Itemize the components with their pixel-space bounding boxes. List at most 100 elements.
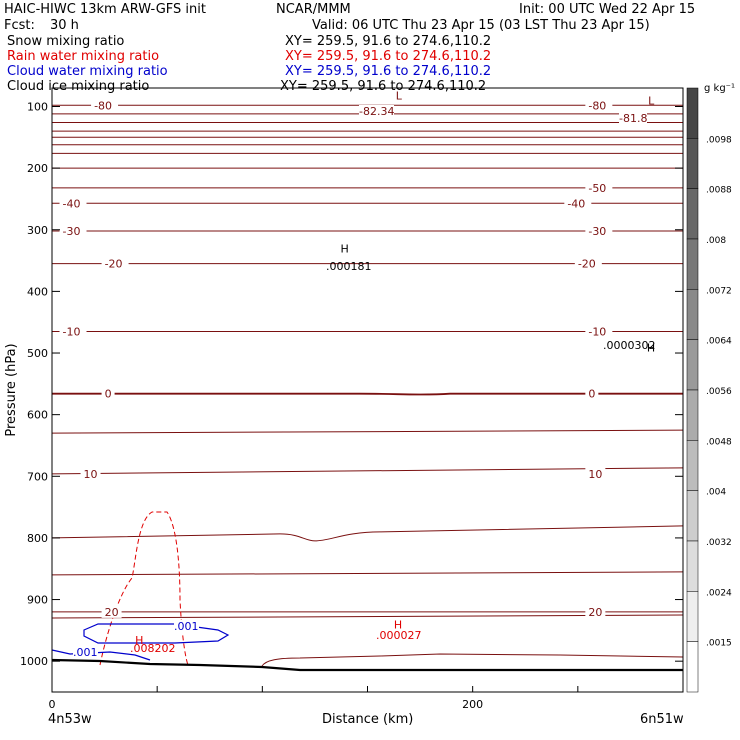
- colorbar-label: .0056: [706, 387, 732, 397]
- warm-contour-lower: [261, 653, 684, 667]
- isotherm-label-bg: [585, 223, 613, 237]
- isotherm-label: -10: [588, 325, 606, 338]
- rain-high-marker: H: [135, 634, 143, 647]
- x-endpoint-right: 6n51w: [640, 712, 684, 727]
- y-tick-label: 500: [27, 347, 48, 360]
- isotherm-label-bg: [585, 604, 606, 618]
- isotherm-label-bg: [585, 180, 613, 194]
- fcst-value: 30 h: [50, 18, 79, 33]
- colorbar-label: .0048: [706, 437, 732, 447]
- low-marker: L: [396, 89, 403, 102]
- isotherm-label-bg: [585, 386, 599, 400]
- colorbar-segment: [686, 339, 699, 391]
- y-tick-label: 600: [27, 409, 48, 422]
- isotherm-line: [51, 429, 684, 434]
- isotherm-label-bg: [585, 466, 606, 480]
- colorbar-label: .0032: [706, 538, 732, 548]
- colorbar-label: .0015: [706, 639, 732, 649]
- y-tick-label: 300: [27, 224, 48, 237]
- cloudwater-contour-lower: [51, 649, 151, 661]
- isotherm-label: -40: [63, 197, 81, 210]
- init-time: Init: 00 UTC Wed 22 Apr 15: [519, 2, 696, 17]
- isotherm-label: 10: [84, 468, 98, 481]
- isotherm-line: [51, 614, 684, 619]
- rain-high-label-2: .000027: [376, 629, 422, 642]
- isotherm-label-bg: [101, 386, 115, 400]
- colorbar-segment: [686, 641, 699, 693]
- colorbar-label: .0088: [706, 186, 732, 196]
- isotherm-label-bg: [101, 604, 122, 618]
- field-name-cloudwater: Cloud water mixing ratio: [7, 64, 168, 79]
- isotherm-label-bg: [564, 196, 592, 210]
- isotherm-label: -10: [63, 325, 81, 338]
- isotherm-label-bg: [574, 256, 602, 270]
- x-endpoint-left: 4n53w: [48, 712, 92, 727]
- x-axis-title: Distance (km): [322, 712, 414, 727]
- colorbar-label: .004: [706, 488, 726, 498]
- y-tick-label: 800: [27, 532, 48, 545]
- isotherm-label-bg: [59, 223, 87, 237]
- valid-time: Valid: 06 UTC Thu 23 Apr 15 (03 LST Thu …: [312, 18, 650, 33]
- isotherm-label-bg: [101, 256, 129, 270]
- colorbar-label: .0098: [706, 135, 732, 145]
- x-tick-label: 0: [49, 698, 56, 711]
- y-tick-label: 200: [27, 162, 48, 175]
- cloudwater-contour-upper: [83, 623, 230, 644]
- isotherm-label: 20: [105, 606, 119, 619]
- isotherm-label: 20: [588, 606, 602, 619]
- y-tick-label: 1000: [20, 655, 48, 668]
- colorbar-segment: [686, 389, 699, 441]
- isotherm-line: [51, 525, 684, 542]
- field-xy-cloudwater: XY= 259.5, 91.6 to 274.6,110.2: [285, 64, 492, 79]
- y-tick-label: 700: [27, 470, 48, 483]
- rain-high-marker: H: [394, 619, 402, 632]
- colorbar-segment: [686, 238, 699, 290]
- cloudwater-label-1: .001: [174, 620, 199, 633]
- isotherm-label-bg: [585, 98, 613, 112]
- isotherm-label-bg: [91, 98, 119, 112]
- rain-high-label-1: .008202: [130, 642, 176, 655]
- isotherm-label: -20: [105, 258, 123, 271]
- colorbar-segment: [686, 138, 699, 189]
- y-tick-label: 900: [27, 594, 48, 607]
- isotherm-line: [51, 467, 684, 475]
- colorbar: .0098 .0088 .008 .0072 .0064 .0056 .0048 .004 .0…: [686, 87, 732, 693]
- colorbar-segment: [686, 188, 699, 240]
- isotherm-label: 0: [105, 388, 112, 401]
- colorbar-label: .0024: [706, 588, 732, 598]
- isotherm-label: -30: [588, 225, 606, 238]
- chart-title: HAIC-HIWC 13km ARW-GFS init: [4, 2, 206, 17]
- isotherm-label: -40: [567, 197, 585, 210]
- y-tick-label: 100: [27, 100, 48, 113]
- temp-low-label-1: -82.34: [359, 105, 395, 118]
- isotherm-label: 10: [588, 468, 602, 481]
- isotherm-line: [51, 571, 684, 576]
- colorbar-label: .008: [706, 236, 726, 246]
- hydrometeor-contours: [51, 511, 684, 672]
- isotherm-label: -20: [578, 258, 596, 271]
- isotherm-label: -80: [588, 99, 606, 112]
- cloudwater-label-2: .001: [73, 646, 98, 659]
- colorbar-segment: [686, 87, 699, 139]
- colorbar-segment: [686, 540, 699, 592]
- colorbar-label: .0064: [706, 337, 732, 347]
- y-tick-label: 400: [27, 285, 48, 298]
- isotherm-label-bg: [59, 196, 87, 210]
- isotherm-label: 0: [588, 388, 595, 401]
- snow-high-marker: H: [340, 243, 348, 256]
- field-name-rain: Rain water mixing ratio: [7, 49, 160, 64]
- isotherm-label-bg: [80, 466, 101, 480]
- colorbar-segment: [686, 440, 699, 491]
- colorbar-segment: [686, 591, 699, 642]
- field-xy-cloudice: XY= 259.5, 91.6 to 274.6,110.2: [280, 79, 487, 94]
- org-label: NCAR/MMM: [276, 2, 351, 17]
- field-xy-snow: XY= 259.5, 91.6 to 274.6,110.2: [285, 34, 492, 49]
- isotherm-label-bg: [585, 324, 613, 338]
- field-xy-rain: XY= 259.5, 91.6 to 274.6,110.2: [285, 49, 492, 64]
- isotherm-label: -50: [588, 182, 606, 195]
- colorbar-segment: [686, 289, 699, 340]
- y-axis-title: Pressure (hPa): [4, 343, 19, 437]
- rain-contour-left: [99, 511, 189, 666]
